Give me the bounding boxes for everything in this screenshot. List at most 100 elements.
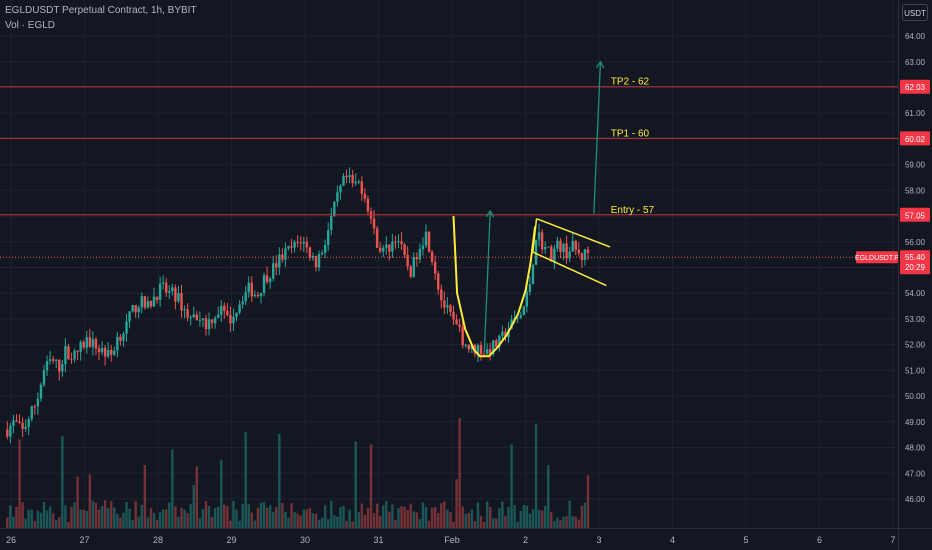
candle-body (357, 181, 360, 183)
volume-bar (168, 502, 171, 528)
volume-bar (189, 503, 192, 528)
volume-indicator-label: Vol · EGLD (5, 20, 56, 31)
candle-body (213, 317, 217, 324)
candle-body (168, 290, 171, 293)
price-tick-label: 46.00 (905, 495, 926, 504)
candle-body (562, 243, 565, 253)
candle-body (131, 305, 134, 312)
candle-body (314, 256, 318, 268)
current-price-tag (900, 250, 930, 275)
volume-bar (281, 502, 284, 528)
currency-unit-button[interactable]: USDT (902, 4, 928, 21)
candle-body (574, 240, 577, 250)
candle-body (528, 284, 532, 292)
volume-bar (262, 502, 266, 528)
volume-bar (110, 501, 113, 528)
volume-bar (18, 439, 21, 528)
candle-body (559, 240, 562, 253)
volume-bar (553, 521, 556, 528)
candle-body (268, 278, 272, 283)
time-tick-label: 30 (300, 535, 310, 545)
volume-bar (15, 506, 18, 528)
volume-bar (427, 520, 431, 528)
candle-body (531, 264, 535, 285)
candle-body (571, 240, 574, 252)
price-tick-label: 64.00 (905, 32, 926, 41)
volume-bar (519, 511, 522, 528)
volume-bar (513, 505, 516, 528)
candle-body (119, 336, 122, 341)
candle-body (437, 273, 440, 290)
candle-body (290, 246, 293, 248)
candlestick-series (6, 167, 590, 444)
candle-body (479, 345, 483, 355)
volume-bar (201, 508, 205, 528)
candle-body (333, 201, 336, 216)
volume-bar (146, 517, 150, 528)
candle-body (122, 333, 125, 341)
candle-body (296, 241, 299, 243)
volume-bar (559, 520, 562, 528)
candle-body (171, 287, 174, 291)
candle-body (424, 231, 428, 246)
volume-bar (476, 502, 480, 528)
volume-bar (583, 502, 587, 528)
price-tick-label: 52.00 (905, 341, 926, 350)
volume-bar (226, 506, 229, 528)
volume-bar (385, 501, 388, 528)
candle-body (27, 419, 30, 427)
candle-body (30, 406, 33, 420)
candle-body (476, 345, 480, 354)
candle-body (443, 300, 446, 308)
candle-body (253, 294, 257, 297)
volume-bar (397, 508, 400, 528)
candle-body (372, 218, 376, 229)
volume-bar (290, 503, 293, 528)
candle-body (305, 241, 309, 248)
countdown-label: 20:29 (905, 263, 926, 272)
volume-bar (412, 511, 415, 528)
candle-body (360, 181, 364, 194)
time-tick-label: 5 (743, 535, 748, 545)
volume-bar (391, 504, 394, 528)
candle-body (39, 384, 43, 399)
volume-bar (220, 459, 223, 528)
candle-body (488, 349, 492, 355)
candle-body (67, 346, 70, 360)
candle-body (6, 429, 9, 437)
candle-body (232, 316, 235, 324)
candle-body (61, 364, 64, 372)
candle-body (238, 304, 241, 313)
candle-body (201, 318, 205, 320)
symbol-tag-label: EGLDUSDT.P (855, 255, 899, 262)
candle-body (12, 420, 15, 426)
candle-body (375, 228, 379, 248)
candle-body (495, 340, 498, 347)
time-axis[interactable]: 26 27 28 29 30 31 Feb 2 3 4 5 6 7 (0, 528, 932, 546)
volume-bar (6, 517, 9, 528)
volume-bar (308, 508, 312, 528)
volume-bar (30, 509, 33, 528)
candle-body (327, 230, 330, 245)
candle-body (522, 306, 525, 316)
candle-body (42, 370, 46, 385)
volume-bar (330, 500, 333, 528)
breakout-projection-arrow-head (485, 209, 495, 218)
candle-body (415, 257, 419, 260)
price-tick-label: 51.00 (905, 366, 926, 375)
candle-body (140, 296, 143, 308)
candle-body (149, 301, 153, 307)
candle-body (64, 346, 67, 365)
candle-body (540, 232, 544, 250)
volume-bar (525, 505, 529, 528)
volume-bar (253, 520, 257, 528)
volume-bar (45, 510, 49, 528)
price-tick-label: 61.00 (905, 109, 926, 118)
volume-bar (507, 507, 510, 528)
candle-body (293, 241, 296, 248)
time-tick-label: 31 (373, 535, 383, 545)
volume-bar (70, 506, 73, 528)
candle-body (409, 266, 412, 277)
